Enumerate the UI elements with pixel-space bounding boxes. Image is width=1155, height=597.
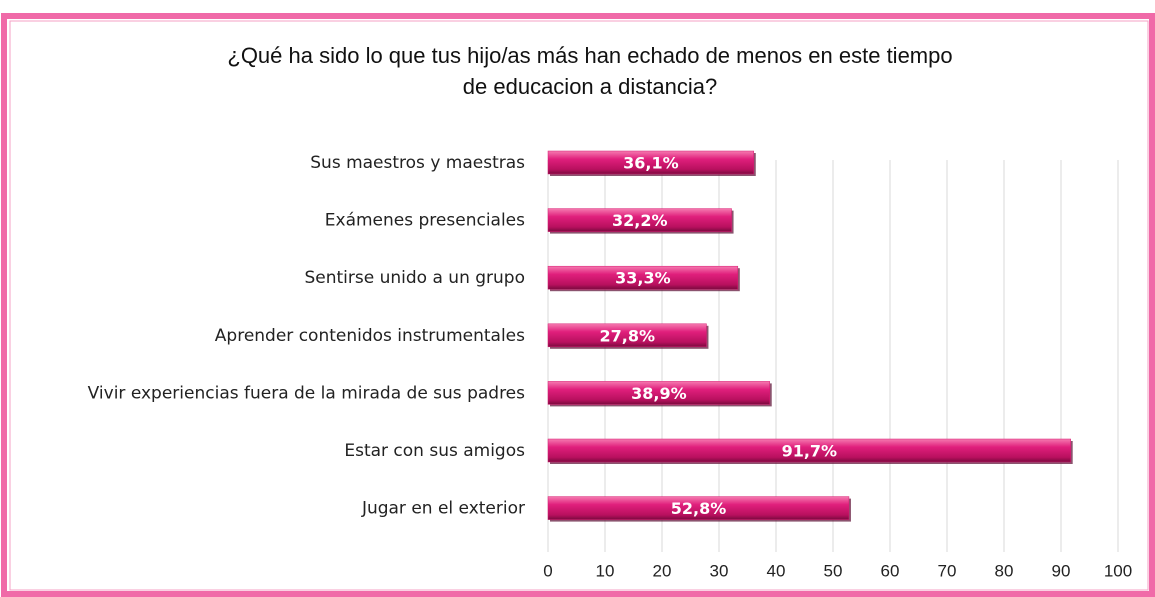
x-tick-label: 30: [710, 561, 729, 580]
bar: [547, 265, 739, 290]
data-label: 32,2%: [612, 211, 668, 230]
category-label: Sus maestros y maestras: [310, 153, 525, 173]
x-tick-label: 20: [653, 561, 672, 580]
bar: [547, 496, 850, 520]
x-tick-label: 70: [938, 561, 957, 580]
category-label: Aprender contenidos instrumentales: [215, 326, 525, 346]
category-label: Jugar en el exterior: [361, 499, 525, 519]
x-tick-label: 0: [543, 561, 552, 580]
data-label: 91,7%: [782, 442, 838, 461]
category-label: Estar con sus amigos: [344, 441, 525, 461]
category-label: Exámenes presenciales: [325, 211, 525, 231]
x-tick-label: 50: [824, 561, 843, 580]
category-label: Sentirse unido a un grupo: [304, 268, 525, 288]
x-tick-label: 90: [1052, 561, 1071, 580]
bar: [547, 150, 755, 175]
data-label: 27,8%: [599, 326, 655, 345]
x-tick-label: 40: [767, 561, 786, 580]
data-label: 33,3%: [615, 269, 671, 288]
data-label: 38,9%: [631, 384, 687, 403]
category-label: Vivir experiencias fuera de la mirada de…: [88, 383, 525, 403]
bar: [547, 323, 707, 348]
bar: [547, 438, 1071, 463]
x-tick-label: 10: [596, 561, 615, 580]
data-label: 36,1%: [623, 154, 679, 173]
bar: [547, 381, 770, 405]
x-tick-label: 100: [1104, 561, 1132, 580]
x-tick-label: 80: [995, 561, 1014, 580]
bar: [547, 208, 732, 232]
chart-title: ¿Qué ha sido lo que tus hijo/as más han …: [227, 43, 952, 99]
inner-frame: [9, 20, 1149, 591]
data-label: 52,8%: [671, 499, 727, 518]
x-tick-label: 60: [881, 561, 900, 580]
